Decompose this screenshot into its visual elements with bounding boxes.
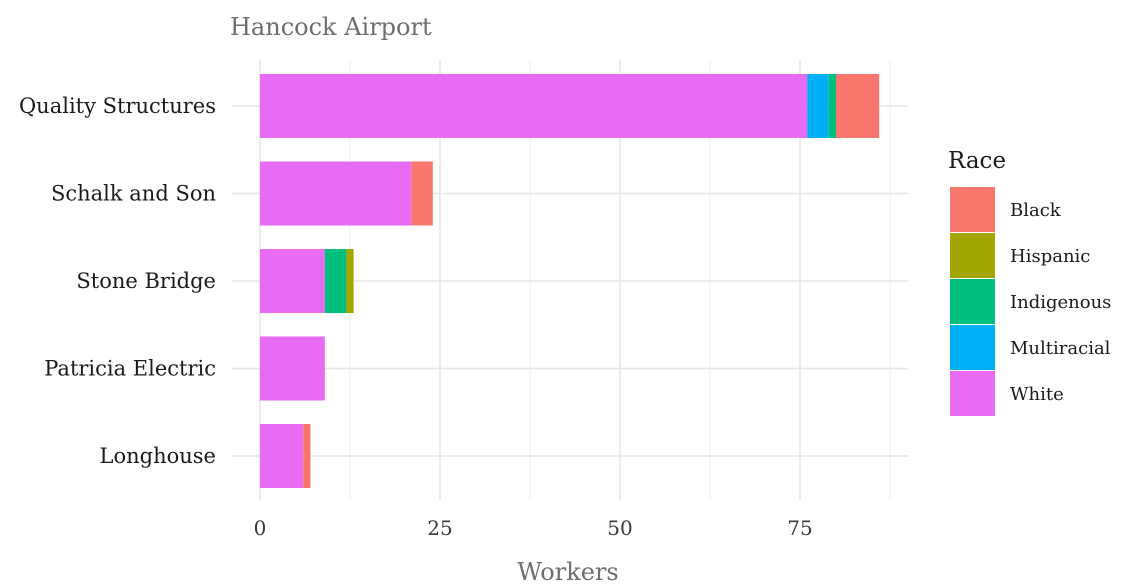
legend: Race Black Hispanic Indigenous Multiracial W… bbox=[948, 148, 1111, 416]
legend-swatch-black bbox=[950, 187, 995, 232]
bar-quality-structures-multiracial bbox=[807, 74, 829, 138]
bar-stone-bridge-indigenous bbox=[324, 249, 347, 313]
category-label: Quality Structures bbox=[19, 94, 216, 118]
legend-swatch-white bbox=[950, 371, 995, 416]
x-tick-label: 50 bbox=[607, 516, 632, 540]
legend-swatch-hispanic bbox=[950, 233, 995, 278]
category-label: Longhouse bbox=[100, 444, 216, 468]
bar-quality-structures-black bbox=[836, 74, 880, 138]
bar-patricia-electric-white bbox=[260, 336, 325, 401]
legend-label-black: Black bbox=[1010, 200, 1062, 221]
bar-schalk-and-son-white bbox=[260, 161, 412, 226]
category-label: Schalk and Son bbox=[51, 182, 216, 206]
x-tick-label: 0 bbox=[254, 516, 267, 540]
bar-longhouse-white bbox=[260, 424, 304, 488]
legend-label-multiracial: Multiracial bbox=[1010, 338, 1111, 359]
legend-swatch-indigenous bbox=[950, 279, 995, 324]
legend-label-hispanic: Hispanic bbox=[1010, 246, 1090, 267]
category-label: Stone Bridge bbox=[76, 269, 216, 293]
x-tick-labels: 0 25 50 75 bbox=[254, 516, 813, 540]
bar-longhouse-black bbox=[303, 424, 311, 488]
x-axis-title: Workers bbox=[517, 558, 619, 583]
x-tick-label: 75 bbox=[787, 516, 812, 540]
category-label: Patricia Electric bbox=[44, 357, 216, 381]
bar-quality-structures-white bbox=[260, 74, 808, 138]
x-tick-label: 25 bbox=[427, 516, 452, 540]
category-labels: Quality Structures Schalk and Son Stone Br… bbox=[19, 94, 216, 468]
legend-label-indigenous: Indigenous bbox=[1010, 292, 1111, 313]
bar-schalk-and-son-black bbox=[411, 161, 433, 226]
bar-stone-bridge-hispanic bbox=[346, 249, 354, 313]
bar-quality-structures-indigenous bbox=[828, 74, 836, 138]
bar-stone-bridge-white bbox=[260, 249, 325, 313]
legend-label-white: White bbox=[1010, 384, 1064, 405]
chart-title: Hancock Airport bbox=[230, 13, 432, 41]
legend-swatch-multiracial bbox=[950, 325, 995, 370]
bars bbox=[260, 74, 880, 488]
legend-title: Race bbox=[948, 148, 1006, 174]
